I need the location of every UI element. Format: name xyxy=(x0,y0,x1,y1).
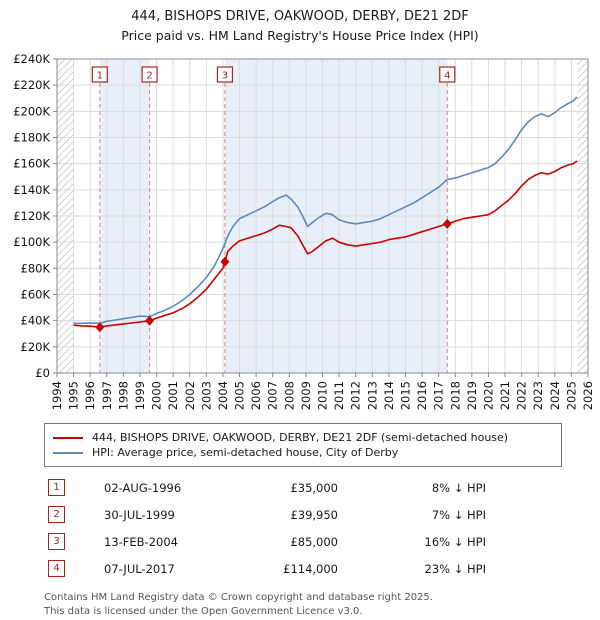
chart-header: 444, BISHOPS DRIVE, OAKWOOD, DERBY, DE21… xyxy=(0,0,600,45)
property-line-sample xyxy=(53,436,83,439)
transaction-row: 4 07-JUL-2017 £114,000 23% ↓ HPI xyxy=(48,560,600,578)
svg-text:£20K: £20K xyxy=(21,340,51,354)
legend-hpi-label: HPI: Average price, semi-detached house,… xyxy=(92,446,399,460)
legend-item-property: 444, BISHOPS DRIVE, OAKWOOD, DERBY, DE21… xyxy=(53,431,553,444)
legend-property-label: 444, BISHOPS DRIVE, OAKWOOD, DERBY, DE21… xyxy=(92,431,509,445)
txn-hpi-delta: 16% ↓ HPI xyxy=(424,534,486,549)
svg-text:2001: 2001 xyxy=(166,381,180,410)
legend-item-hpi: HPI: Average price, semi-detached house,… xyxy=(53,446,553,459)
svg-text:2: 2 xyxy=(146,71,152,82)
svg-text:£100K: £100K xyxy=(13,235,50,249)
svg-text:£0: £0 xyxy=(35,366,50,380)
svg-text:£220K: £220K xyxy=(13,78,50,92)
svg-text:1998: 1998 xyxy=(116,381,130,410)
license-footer: Contains HM Land Registry data © Crown c… xyxy=(44,591,600,618)
svg-text:1: 1 xyxy=(97,71,103,82)
txn-hpi-delta: 8% ↓ HPI xyxy=(431,480,486,495)
svg-text:2009: 2009 xyxy=(299,381,313,410)
txn-date: 02-AUG-1996 xyxy=(104,480,182,495)
txn-price: £35,000 xyxy=(290,480,338,495)
svg-text:1994: 1994 xyxy=(50,381,64,410)
svg-text:2004: 2004 xyxy=(216,381,230,410)
svg-text:1999: 1999 xyxy=(133,381,147,410)
txn-number-badge: 4 xyxy=(48,560,65,578)
svg-text:£180K: £180K xyxy=(13,131,50,145)
svg-text:2005: 2005 xyxy=(233,381,247,410)
legend: 444, BISHOPS DRIVE, OAKWOOD, DERBY, DE21… xyxy=(44,423,562,468)
svg-text:2011: 2011 xyxy=(332,381,346,410)
svg-text:3: 3 xyxy=(222,71,228,82)
transaction-row: 1 02-AUG-1996 £35,000 8% ↓ HPI xyxy=(48,479,600,497)
svg-text:£140K: £140K xyxy=(13,183,50,197)
svg-text:2018: 2018 xyxy=(448,381,462,410)
svg-text:2012: 2012 xyxy=(349,381,363,410)
svg-text:£60K: £60K xyxy=(21,288,51,302)
svg-text:2020: 2020 xyxy=(481,381,495,410)
svg-text:2019: 2019 xyxy=(465,381,479,410)
svg-text:2021: 2021 xyxy=(498,381,512,410)
svg-text:2013: 2013 xyxy=(365,381,379,410)
txn-hpi-delta: 23% ↓ HPI xyxy=(424,561,486,576)
svg-text:2007: 2007 xyxy=(266,381,280,410)
svg-text:2026: 2026 xyxy=(581,381,595,410)
footer-line1: Contains HM Land Registry data © Crown c… xyxy=(44,592,433,604)
svg-text:£200K: £200K xyxy=(13,105,50,119)
txn-price: £85,000 xyxy=(290,534,338,549)
svg-text:2003: 2003 xyxy=(199,381,213,410)
txn-hpi-delta: 7% ↓ HPI xyxy=(431,507,486,522)
transaction-row: 2 30-JUL-1999 £39,950 7% ↓ HPI xyxy=(48,506,600,524)
transaction-row: 3 13-FEB-2004 £85,000 16% ↓ HPI xyxy=(48,533,600,551)
svg-text:2025: 2025 xyxy=(564,381,578,410)
price-chart: 1 2 3 4 £0 £20K £40K £60K £80K £100K £120K £140K £16… xyxy=(0,47,600,419)
svg-text:2000: 2000 xyxy=(150,381,164,410)
svg-text:£240K: £240K xyxy=(13,52,50,66)
txn-number-badge: 1 xyxy=(48,479,65,497)
svg-text:1996: 1996 xyxy=(83,381,97,410)
svg-text:2010: 2010 xyxy=(316,381,330,410)
footer-line2: This data is licensed under the Open Gov… xyxy=(44,605,363,617)
svg-text:4: 4 xyxy=(444,71,450,82)
transactions-table: 1 02-AUG-1996 £35,000 8% ↓ HPI 2 30-JUL-… xyxy=(48,479,600,578)
svg-text:2023: 2023 xyxy=(531,381,545,410)
svg-text:£80K: £80K xyxy=(21,262,51,276)
svg-text:2016: 2016 xyxy=(415,381,429,410)
svg-text:2017: 2017 xyxy=(432,381,446,410)
svg-text:£160K: £160K xyxy=(13,157,50,171)
svg-text:2022: 2022 xyxy=(515,381,529,410)
svg-text:2002: 2002 xyxy=(183,381,197,410)
svg-text:1995: 1995 xyxy=(67,381,81,410)
svg-text:2006: 2006 xyxy=(249,381,263,410)
svg-text:2014: 2014 xyxy=(382,381,396,410)
page-subtitle: Price paid vs. HM Land Registry's House … xyxy=(121,27,479,43)
svg-text:2008: 2008 xyxy=(282,381,296,410)
txn-date: 13-FEB-2004 xyxy=(104,534,178,549)
svg-text:2024: 2024 xyxy=(548,381,562,410)
txn-price: £114,000 xyxy=(283,561,338,576)
chart-canvas: 1 2 3 4 £0 £20K £40K £60K £80K £100K £120K £140K £16… xyxy=(13,52,595,410)
txn-price: £39,950 xyxy=(290,507,338,522)
svg-text:£40K: £40K xyxy=(21,314,51,328)
svg-text:2015: 2015 xyxy=(398,381,412,410)
hpi-line-sample xyxy=(53,451,83,454)
svg-text:1997: 1997 xyxy=(100,381,114,410)
txn-number-badge: 3 xyxy=(48,533,65,551)
txn-date: 07-JUL-2017 xyxy=(104,561,175,576)
svg-text:£120K: £120K xyxy=(13,209,50,223)
txn-date: 30-JUL-1999 xyxy=(104,507,175,522)
page-title: 444, BISHOPS DRIVE, OAKWOOD, DERBY, DE21… xyxy=(131,9,469,24)
txn-number-badge: 2 xyxy=(48,506,65,524)
